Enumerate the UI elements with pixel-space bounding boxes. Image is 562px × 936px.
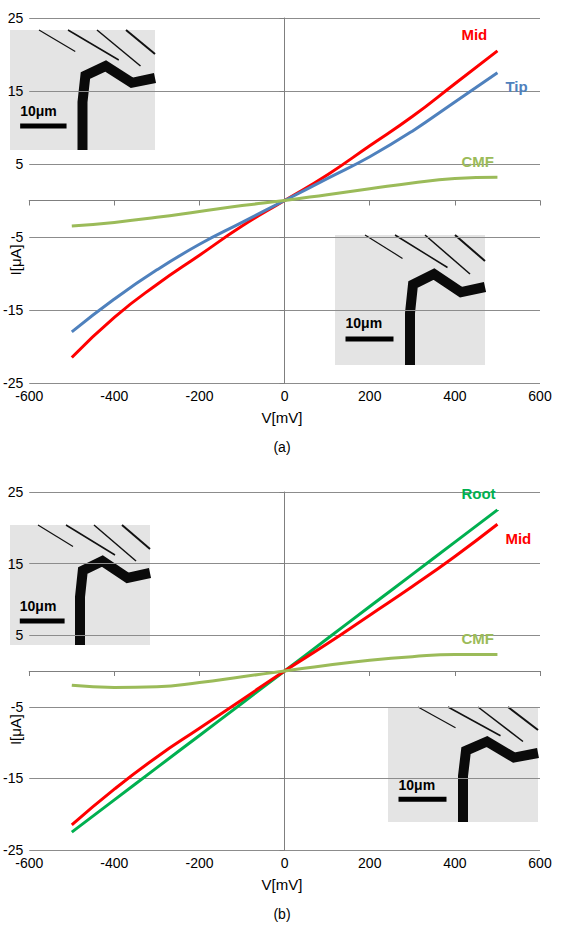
svg-text:400: 400 [443, 855, 467, 871]
svg-text:200: 200 [358, 855, 382, 871]
svg-text:10μm: 10μm [20, 103, 57, 119]
svg-text:-15: -15 [3, 302, 23, 318]
svg-text:0: 0 [281, 855, 289, 871]
svg-text:5: 5 [15, 156, 23, 172]
svg-text:Tip: Tip [505, 78, 527, 95]
svg-text:V[mV]: V[mV] [262, 409, 303, 426]
svg-text:V[mV]: V[mV] [262, 876, 303, 893]
svg-text:I[μA]: I[μA] [7, 714, 24, 745]
svg-text:-400: -400 [100, 855, 128, 871]
svg-text:5: 5 [15, 627, 23, 643]
svg-text:-5: -5 [11, 229, 24, 245]
svg-text:25: 25 [8, 484, 24, 500]
svg-text:0: 0 [281, 388, 289, 404]
svg-text:-5: -5 [11, 699, 24, 715]
svg-text:15: 15 [8, 83, 24, 99]
svg-text:-15: -15 [3, 770, 23, 786]
svg-text:400: 400 [443, 388, 467, 404]
svg-text:I[μA]: I[μA] [7, 244, 24, 275]
svg-text:-25: -25 [3, 375, 24, 391]
svg-text:600: 600 [528, 855, 552, 871]
svg-text:-600: -600 [15, 388, 43, 404]
svg-text:10μm: 10μm [399, 777, 436, 793]
svg-text:10μm: 10μm [20, 598, 57, 614]
svg-text:-200: -200 [185, 388, 213, 404]
svg-text:(a): (a) [273, 439, 290, 455]
svg-text:15: 15 [8, 556, 24, 572]
svg-text:-400: -400 [100, 388, 128, 404]
svg-text:CMF: CMF [461, 630, 494, 647]
svg-text:25: 25 [8, 10, 24, 26]
svg-text:Root: Root [461, 485, 495, 502]
svg-text:-25: -25 [3, 842, 24, 858]
svg-text:10μm: 10μm [346, 315, 383, 331]
svg-text:600: 600 [528, 388, 552, 404]
svg-text:-600: -600 [15, 855, 43, 871]
svg-text:CMF: CMF [461, 153, 494, 170]
svg-text:200: 200 [358, 388, 382, 404]
svg-text:Mid: Mid [505, 530, 531, 547]
svg-text:-200: -200 [185, 855, 213, 871]
svg-text:(b): (b) [273, 906, 290, 922]
svg-text:Mid: Mid [461, 26, 487, 43]
